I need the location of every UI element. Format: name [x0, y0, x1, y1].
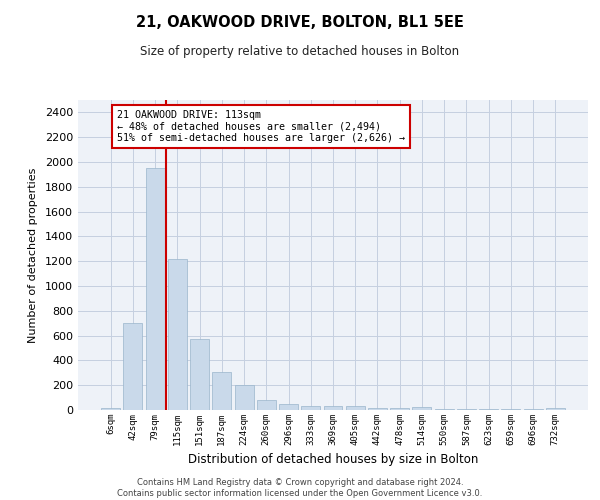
Bar — [279, 404, 298, 410]
Text: Size of property relative to detached houses in Bolton: Size of property relative to detached ho… — [140, 45, 460, 58]
Bar — [301, 406, 320, 410]
Bar — [546, 408, 565, 410]
Bar — [124, 323, 142, 410]
X-axis label: Distribution of detached houses by size in Bolton: Distribution of detached houses by size … — [188, 454, 478, 466]
Bar — [212, 372, 231, 410]
Bar — [257, 400, 276, 410]
Text: 21, OAKWOOD DRIVE, BOLTON, BL1 5EE: 21, OAKWOOD DRIVE, BOLTON, BL1 5EE — [136, 15, 464, 30]
Bar — [146, 168, 164, 410]
Bar — [412, 407, 431, 410]
Bar — [190, 340, 209, 410]
Bar — [346, 406, 365, 410]
Bar — [101, 408, 120, 410]
Text: Contains HM Land Registry data © Crown copyright and database right 2024.
Contai: Contains HM Land Registry data © Crown c… — [118, 478, 482, 498]
Bar — [390, 408, 409, 410]
Bar — [168, 258, 187, 410]
Bar — [323, 406, 343, 410]
Y-axis label: Number of detached properties: Number of detached properties — [28, 168, 38, 342]
Bar — [368, 408, 387, 410]
Text: 21 OAKWOOD DRIVE: 113sqm
← 48% of detached houses are smaller (2,494)
51% of sem: 21 OAKWOOD DRIVE: 113sqm ← 48% of detach… — [118, 110, 406, 143]
Bar — [235, 385, 254, 410]
